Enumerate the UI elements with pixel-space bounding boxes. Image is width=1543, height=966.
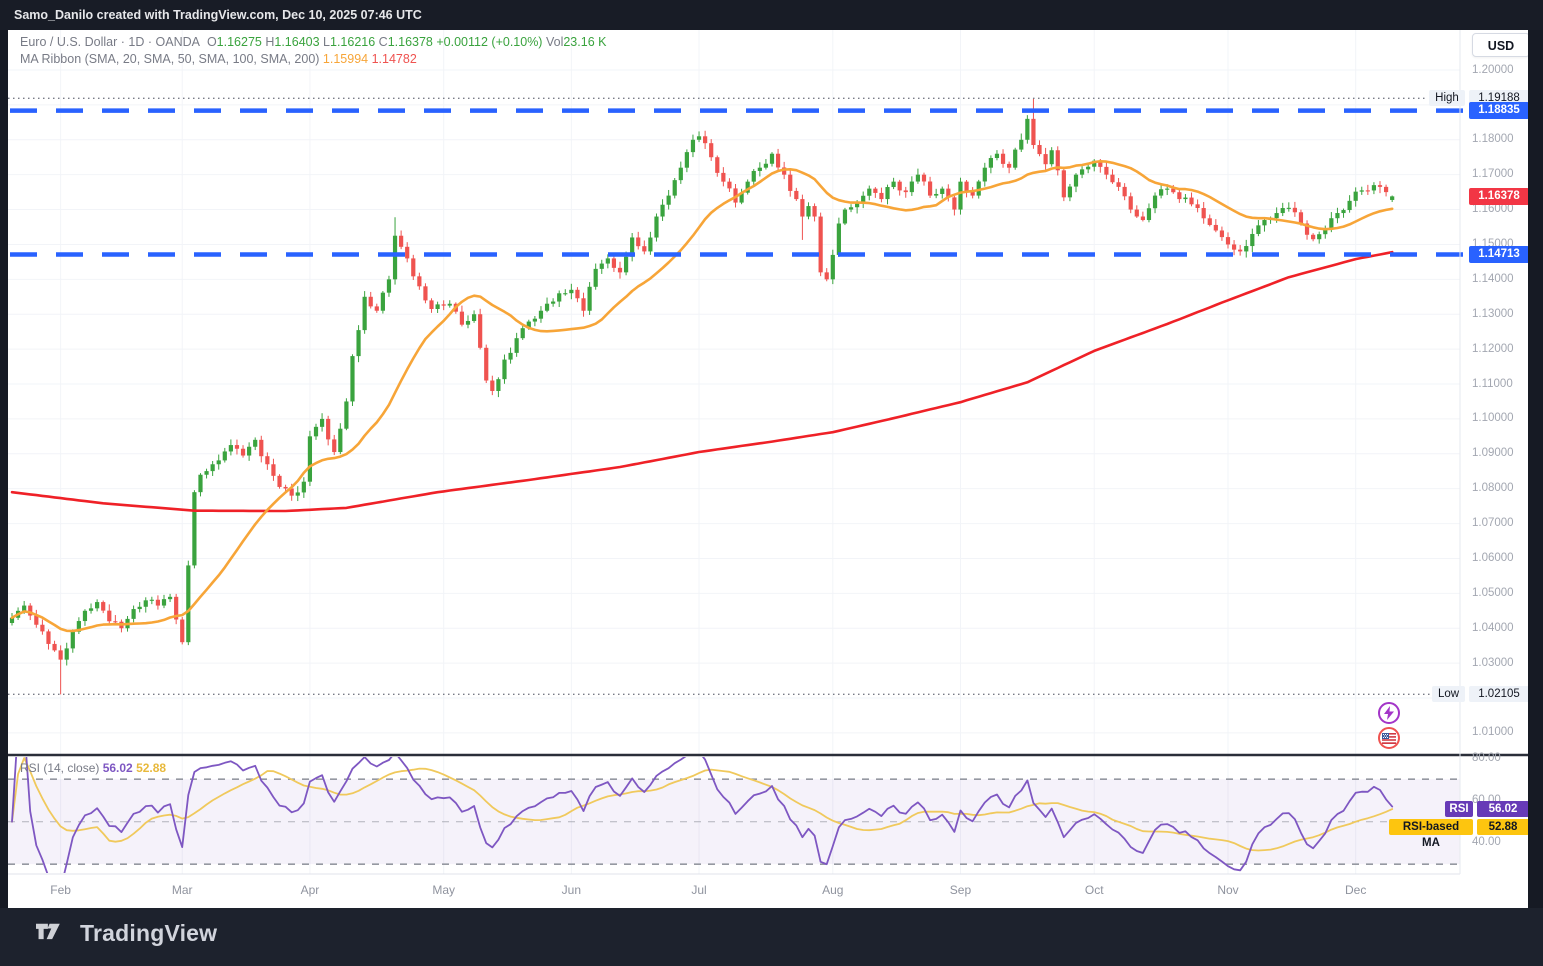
symbol-title: Euro / U.S. Dollar (20, 35, 118, 49)
low-value: 1.16216 (330, 35, 376, 49)
interval-label: 1D (128, 35, 145, 49)
last-price-badge: 1.16378 (1469, 187, 1528, 205)
rsi-ma-badge-value: 52.88 (1477, 818, 1528, 835)
month-label: Apr (300, 883, 320, 897)
low-label: L (323, 35, 330, 49)
rsi-tick-label: 80.00 (1472, 751, 1501, 764)
price-tick-label: 1.05000 (1472, 586, 1514, 599)
month-label: Sep (949, 883, 972, 897)
rsi-badge-value: 56.02 (1477, 800, 1528, 817)
separator-dot: · (147, 35, 153, 49)
open-label: O (206, 35, 217, 49)
volume-value: 23.16 K (563, 35, 607, 49)
rsi-badge-label: RSI (1445, 800, 1473, 817)
month-label: Mar (171, 883, 193, 897)
price-tick-label: 1.17000 (1472, 168, 1514, 181)
ma-ribbon-label: MA Ribbon (SMA, 20, SMA, 50, SMA, 100, S… (20, 52, 320, 66)
price-tick-label: 1.03000 (1472, 656, 1514, 669)
attribution-topbar: Samo_Danilo created with TradingView.com… (0, 0, 1543, 30)
change-value: +0.00112 (+0.10%) (436, 35, 543, 49)
month-label: Aug (822, 883, 844, 897)
month-label: Feb (50, 883, 71, 897)
low-marker-value: 1.02105 (1469, 686, 1528, 703)
volume-label: Vol (545, 35, 564, 49)
high-value: 1.16403 (274, 35, 320, 49)
sma20-value: 1.15994 (322, 52, 369, 66)
tradingview-brand-link[interactable]: TradingView (36, 920, 217, 947)
symbol-legend: Euro / U.S. Dollar · 1D · OANDA O1.16275… (20, 34, 606, 68)
month-label: May (432, 883, 455, 897)
separator-dot: · (120, 35, 125, 49)
close-value: 1.16378 (387, 35, 433, 49)
rsi-tick-label: 40.00 (1472, 836, 1501, 849)
price-tick-label: 1.11000 (1472, 377, 1513, 390)
us-economic-event-icon[interactable] (1378, 727, 1400, 749)
tradingview-brand-text: TradingView (80, 920, 218, 946)
open-value: 1.16275 (216, 35, 262, 49)
month-label: Jun (561, 883, 582, 897)
price-tick-label: 1.18000 (1472, 133, 1514, 146)
price-tick-label: 1.10000 (1472, 412, 1514, 425)
price-tick-label: 1.06000 (1472, 551, 1514, 564)
price-tick-label: 1.07000 (1472, 517, 1514, 530)
low-marker-label: Low (1432, 686, 1465, 703)
month-label: Oct (1084, 883, 1104, 897)
month-label: Nov (1217, 883, 1239, 897)
attribution-text: Samo_Danilo created with TradingView.com… (14, 8, 422, 22)
currency-toggle-button[interactable]: USD (1472, 33, 1528, 57)
price-tick-label: 1.20000 (1472, 63, 1514, 76)
rsi-legend: RSI (14, close) 56.02 52.88 (20, 761, 166, 775)
rsi-ma-legend-value: 52.88 (136, 761, 167, 775)
resistance-level-badge: 1.18835 (1469, 102, 1528, 120)
footer-bar: TradingView (0, 908, 1543, 966)
support-level-badge: 1.14713 (1469, 245, 1528, 263)
close-label: C (378, 35, 388, 49)
lightning-bolt-icon (1384, 706, 1394, 720)
price-tick-label: 1.09000 (1472, 447, 1514, 460)
rsi-legend-label: RSI (14, close) (20, 761, 100, 775)
chart-panel: Euro / U.S. Dollar · 1D · OANDA O1.16275… (8, 30, 1528, 908)
ma-ribbon-row: MA Ribbon (SMA, 20, SMA, 50, SMA, 100, S… (20, 51, 606, 67)
price-tick-label: 1.01000 (1472, 726, 1514, 739)
sma200-value: 1.14782 (371, 52, 417, 66)
price-tick-label: 1.14000 (1472, 272, 1514, 285)
price-tick-label: 1.08000 (1472, 482, 1514, 495)
price-tick-label: 1.16000 (1472, 203, 1514, 216)
price-chart-canvas[interactable] (8, 30, 1528, 908)
rsi-legend-value: 56.02 (102, 761, 133, 775)
us-flag-icon (1382, 732, 1396, 744)
price-tick-label: 1.04000 (1472, 621, 1514, 634)
month-label: Dec (1345, 883, 1367, 897)
price-tick-label: 1.12000 (1472, 342, 1514, 355)
flash-idea-icon[interactable] (1378, 702, 1400, 724)
price-tick-label: 1.13000 (1472, 307, 1514, 320)
high-label: H (265, 35, 275, 49)
symbol-ohlc-row: Euro / U.S. Dollar · 1D · OANDA O1.16275… (20, 34, 606, 50)
exchange-label: OANDA (155, 35, 200, 49)
rsi-ma-badge-label: RSI-based MA (1389, 818, 1473, 849)
tradingview-logo-icon (36, 923, 60, 939)
high-marker-label: High (1429, 90, 1465, 107)
month-label: Jul (691, 883, 707, 897)
